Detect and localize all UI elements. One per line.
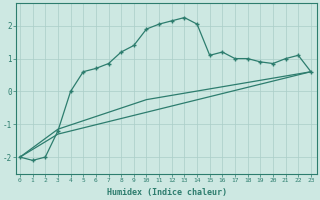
X-axis label: Humidex (Indice chaleur): Humidex (Indice chaleur) bbox=[107, 188, 227, 197]
